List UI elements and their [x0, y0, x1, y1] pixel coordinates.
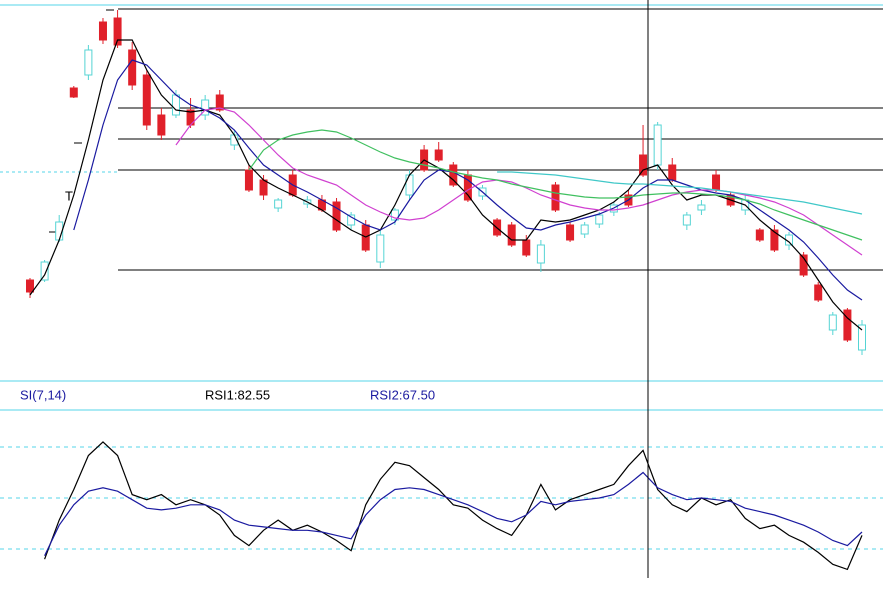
candle-body — [755, 229, 764, 241]
moving-average — [73, 59, 863, 301]
candle-body — [639, 154, 648, 176]
candle-body — [551, 184, 560, 211]
candle-body — [69, 87, 78, 98]
candle-body — [770, 229, 779, 251]
candle-body — [98, 21, 107, 41]
candle-body — [347, 214, 356, 226]
candle-body — [26, 279, 34, 293]
candle-body — [128, 49, 137, 86]
candle-body — [215, 94, 224, 111]
candle-body — [157, 114, 166, 136]
candle-body — [843, 309, 852, 341]
candle-body — [171, 94, 180, 116]
axis-label: T — [65, 188, 73, 203]
candle-body — [434, 149, 443, 161]
candle-body — [332, 201, 341, 231]
candle-body — [595, 214, 604, 225]
moving-average — [497, 171, 863, 215]
candle-body — [142, 74, 151, 126]
candle-body — [536, 244, 545, 264]
candle-body — [113, 17, 122, 46]
legend-entry: RSI1:82.55 — [205, 387, 270, 402]
candle-body — [697, 204, 706, 211]
candle-body — [814, 284, 823, 301]
candle-body — [682, 214, 691, 226]
rsi-line — [44, 471, 863, 557]
candle-body — [858, 324, 866, 351]
candle-body — [712, 174, 721, 191]
candle-body — [653, 124, 662, 166]
candle-body — [390, 209, 399, 221]
candle-body — [799, 254, 808, 276]
legend-entry: RSI2:67.50 — [370, 387, 435, 402]
candle-body — [828, 314, 837, 331]
candle-body — [580, 224, 589, 235]
candle-body — [668, 164, 677, 181]
candle-body — [449, 164, 458, 186]
candle-body — [522, 239, 531, 256]
candle-body — [84, 49, 93, 76]
panel-title: SI(7,14) — [20, 387, 66, 402]
candle-body — [566, 224, 575, 241]
moving-average — [29, 39, 863, 331]
candle-body — [405, 174, 414, 196]
candle-body — [507, 224, 516, 246]
candle-body — [274, 199, 283, 209]
candle-body — [376, 234, 385, 263]
moving-average — [248, 129, 863, 241]
candle-body — [201, 99, 210, 116]
candle-body — [40, 261, 49, 281]
candle-body — [244, 169, 253, 191]
candle-body — [259, 179, 268, 196]
